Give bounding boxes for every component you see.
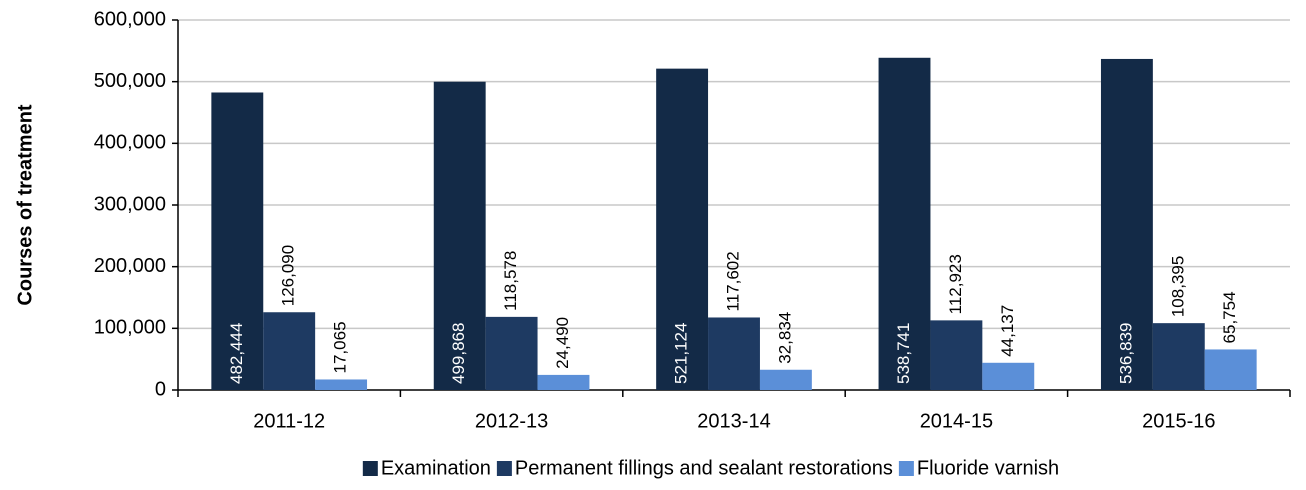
y-tick-label: 0 <box>155 378 166 400</box>
value-label: 17,065 <box>331 321 350 373</box>
value-label: 44,137 <box>998 305 1017 357</box>
x-tick-label: 2011-12 <box>253 410 325 432</box>
value-label: 538,741 <box>894 323 913 384</box>
bar <box>708 317 760 390</box>
value-label: 112,923 <box>946 254 965 314</box>
bar <box>485 316 538 390</box>
value-label: 482,444 <box>227 323 246 384</box>
bar <box>930 320 983 390</box>
y-tick-label: 100,000 <box>94 317 166 339</box>
bar <box>433 81 486 390</box>
legend: Examination Permanent fillings and sealan… <box>362 457 1059 479</box>
x-tick-label: 2013-14 <box>697 410 770 432</box>
value-label: 108,395 <box>1168 256 1187 317</box>
value-label: 24,490 <box>553 317 572 369</box>
value-label: 536,839 <box>1116 323 1135 384</box>
legend-label: Fluoride varnish <box>917 457 1059 479</box>
bar <box>537 374 590 390</box>
bar <box>759 369 812 390</box>
y-axis-title: Courses of treatment <box>14 104 36 305</box>
y-tick-label: 200,000 <box>94 255 166 277</box>
bar <box>263 312 316 390</box>
legend-swatch <box>362 461 378 476</box>
legend-swatch <box>898 461 914 476</box>
value-label: 32,834 <box>775 312 794 364</box>
y-tick-label: 300,000 <box>94 193 166 215</box>
x-tick-label: 2012-13 <box>475 410 548 432</box>
legend-label: Permanent fillings and sealant restorati… <box>515 457 893 479</box>
legend-swatch <box>496 461 512 476</box>
bar <box>315 379 368 390</box>
value-label: 521,124 <box>672 323 691 384</box>
value-label: 499,868 <box>449 323 468 384</box>
y-tick-label: 500,000 <box>94 70 166 92</box>
legend-label: Examination <box>381 457 491 479</box>
x-tick-label: 2015-16 <box>1142 410 1215 432</box>
value-label: 65,754 <box>1220 291 1239 343</box>
bar <box>1152 323 1205 390</box>
bar <box>878 57 931 391</box>
x-tick-label: 2014-15 <box>920 410 993 432</box>
bar <box>1100 58 1153 391</box>
value-label: 117,602 <box>723 251 742 311</box>
bar <box>211 92 264 391</box>
value-label: 126,090 <box>279 245 298 306</box>
bar <box>656 68 709 390</box>
y-tick-label: 400,000 <box>94 132 166 154</box>
value-label: 118,578 <box>501 251 520 311</box>
y-tick-label: 600,000 <box>94 8 166 30</box>
bar <box>1204 349 1257 390</box>
bar <box>982 362 1035 390</box>
